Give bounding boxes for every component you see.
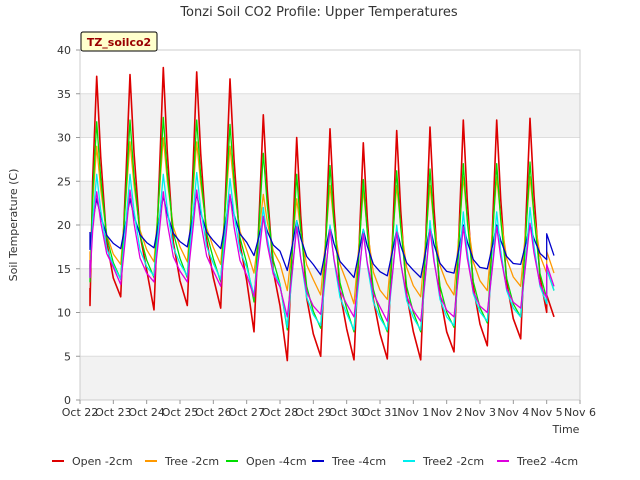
y-tick-label: 30 [57,132,71,145]
x-tick-label: Oct 27 [228,406,265,419]
site-badge-label: TZ_soilco2 [87,36,151,49]
legend-label: Tree -2cm [164,455,219,468]
chart-title: Tonzi Soil CO2 Profile: Upper Temperatur… [179,5,458,20]
x-tick-label: Nov 3 [464,406,496,419]
x-tick-label: Nov 4 [497,406,529,419]
plot-band [80,50,580,94]
x-tick-label: Oct 31 [362,406,399,419]
plot-band [80,356,580,400]
y-tick-label: 35 [57,88,71,101]
y-tick-label: 25 [57,175,71,188]
x-tick-label: Oct 28 [262,406,299,419]
legend-label: Tree2 -2cm [422,455,484,468]
y-tick-label: 40 [57,44,71,57]
x-tick-label: Oct 26 [195,406,232,419]
y-tick-label: 5 [64,350,71,363]
y-axis-ticks: 0 5 10 15 20 25 30 35 40 [57,44,80,407]
x-axis-label: Time [552,423,580,436]
series-line [89,116,555,333]
plot-band [80,268,580,313]
y-tick-label: 20 [57,219,71,232]
x-tick-label: Nov 2 [431,406,463,419]
y-axis-label: Soil Temperature (C) [7,169,20,282]
data-series [89,66,555,362]
x-tick-label: Oct 22 [62,406,99,419]
y-tick-label: 15 [57,263,71,276]
y-tick-label: 0 [64,394,71,407]
x-tick-label: Oct 24 [128,406,165,419]
legend-label: Tree2 -4cm [516,455,578,468]
x-tick-label: Oct 29 [295,406,332,419]
series-line [89,171,555,331]
site-badge: TZ_soilco2 [80,31,158,52]
series-line [89,189,555,322]
legend: Open -2cm Tree -2cm Open -4cm Tree -4cm Tree… [52,455,578,468]
series-line [89,66,555,362]
legend-label: Open -4cm [246,455,307,468]
x-tick-label: Oct 25 [162,406,199,419]
x-tick-label: Oct 23 [95,406,132,419]
plot-band [80,312,580,357]
x-tick-label: Oct 30 [328,406,365,419]
x-tick-label: Nov 1 [397,406,429,419]
legend-label: Tree -4cm [331,455,386,468]
x-tick-label: Nov 6 [564,406,596,419]
y-tick-label: 10 [57,307,71,320]
legend-label: Open -2cm [72,455,133,468]
x-tick-label: Nov 5 [531,406,563,419]
